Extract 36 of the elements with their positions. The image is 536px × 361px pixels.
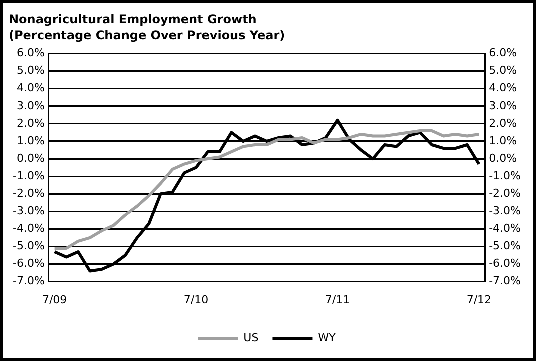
y2-tick-label: -2.0% xyxy=(489,186,522,200)
y-tick-label: 0.0% xyxy=(16,152,45,165)
y-tick-label: 2.0% xyxy=(16,116,45,130)
chart-title: Nonagricultural Employment Growth xyxy=(9,12,257,26)
legend-label: WY xyxy=(318,331,336,344)
x-tick-label: 7/09 xyxy=(42,293,68,306)
y2-tick-label: 4.0% xyxy=(489,82,518,95)
y-tick-label: -3.0% xyxy=(12,204,45,218)
y2-tick-label: -4.0% xyxy=(489,222,522,236)
y-tick-label: 4.0% xyxy=(16,82,45,95)
legend-label: US xyxy=(244,331,259,344)
y2-tick-label: -7.0% xyxy=(489,274,522,288)
y2-tick-label: 2.0% xyxy=(489,116,518,130)
x-tick-label: 7/10 xyxy=(184,293,209,306)
y2-tick-label: -5.0% xyxy=(489,240,522,253)
y-tick-label: -6.0% xyxy=(12,257,45,270)
y2-tick-label: 1.0% xyxy=(489,134,518,148)
x-tick-label: 7/11 xyxy=(325,293,350,306)
y2-tick-label: -1.0% xyxy=(489,169,522,182)
y-tick-label: 3.0% xyxy=(16,99,45,112)
y2-tick-label: 3.0% xyxy=(489,99,518,112)
y2-tick-label: -3.0% xyxy=(489,204,522,218)
y2-tick-label: 0.0% xyxy=(489,152,518,165)
y-tick-label: -5.0% xyxy=(12,240,45,253)
y-tick-label: -7.0% xyxy=(12,274,45,288)
y-tick-label: 6.0% xyxy=(16,46,45,60)
chart-subtitle: (Percentage Change Over Previous Year) xyxy=(9,28,286,43)
x-tick-label: 7/12 xyxy=(466,293,492,306)
y-tick-label: -1.0% xyxy=(12,169,45,182)
y-tick-label: -2.0% xyxy=(12,186,45,200)
y-tick-label: -4.0% xyxy=(12,222,45,236)
y-tick-label: 1.0% xyxy=(16,134,45,148)
y2-tick-label: -6.0% xyxy=(489,257,522,270)
y2-tick-label: 5.0% xyxy=(489,64,518,78)
y-tick-label: 5.0% xyxy=(16,64,45,78)
y2-tick-label: 6.0% xyxy=(489,46,518,60)
